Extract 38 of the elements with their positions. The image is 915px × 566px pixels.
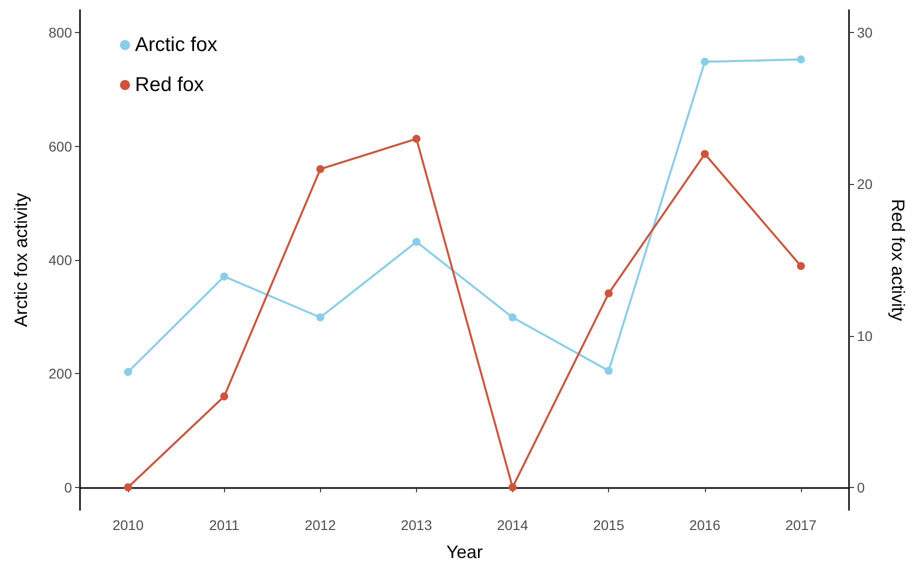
point [124, 368, 132, 376]
legend-label: Arctic fox [135, 34, 218, 56]
y-tick-label: 0 [64, 479, 72, 496]
y-tick-label: 600 [48, 138, 72, 154]
x-tick-label: 2016 [689, 517, 721, 533]
point [412, 238, 420, 246]
point [316, 165, 324, 174]
x-tick-label: 2014 [496, 517, 528, 533]
x-tick-label: 2017 [785, 517, 817, 533]
legend-label: Red fox [135, 74, 204, 96]
point [508, 313, 517, 322]
y2-tick-label: 30 [857, 24, 873, 41]
point [124, 483, 132, 492]
point [412, 134, 420, 143]
x-tick-label: 2011 [209, 517, 240, 533]
point [220, 392, 228, 400]
x-axis-title: Year [446, 542, 483, 562]
point [700, 150, 709, 158]
point [220, 272, 228, 280]
y2-axis-title: Red fox activity [888, 198, 908, 322]
point [604, 289, 613, 298]
point [700, 58, 709, 66]
x-tick-label: 2010 [112, 517, 144, 533]
y-tick-label: 200 [48, 366, 72, 382]
x-tick-label: 2013 [400, 517, 432, 533]
point [604, 366, 613, 375]
y-axis-title: Arctic fox activity [11, 192, 31, 328]
y-tick-label: 800 [48, 24, 72, 41]
y2-tick-label: 20 [857, 176, 873, 192]
x-tick-label: 2012 [304, 517, 336, 533]
point [796, 262, 805, 270]
point [796, 55, 805, 64]
y2-tick-label: 10 [857, 328, 873, 344]
y2-tick-label: 0 [857, 479, 865, 496]
x-tick-label: 2015 [593, 517, 624, 533]
point [508, 483, 517, 492]
point [316, 313, 324, 322]
y-tick-label: 400 [48, 252, 72, 268]
